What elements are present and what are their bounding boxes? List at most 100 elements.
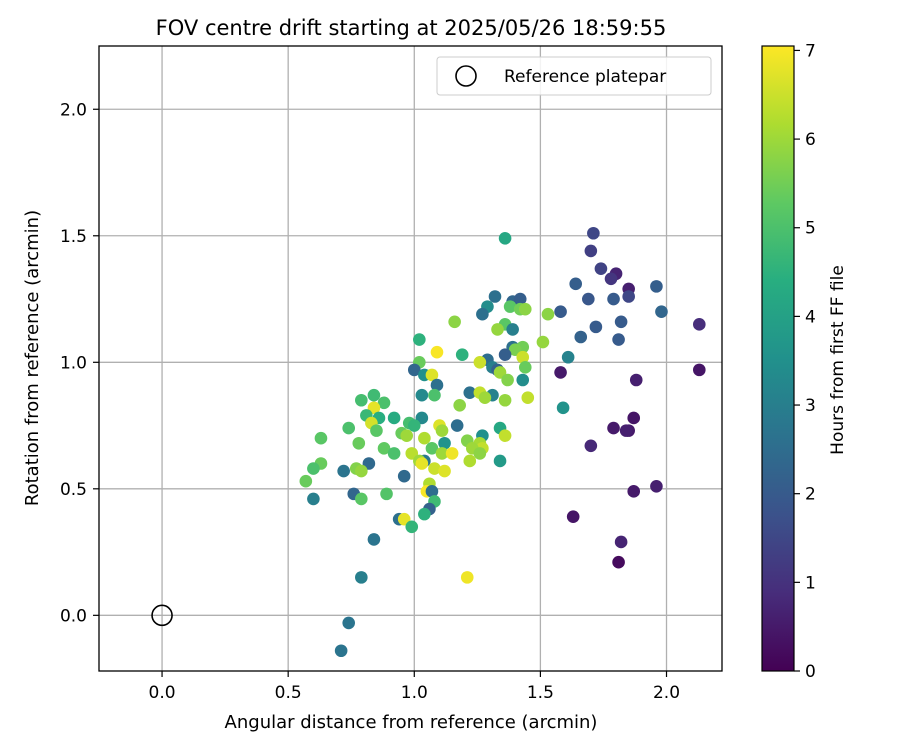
data-point	[377, 396, 391, 410]
colorbar-label: Hours from first FF file	[828, 265, 848, 455]
data-point	[450, 419, 464, 432]
data-point	[561, 350, 575, 364]
data-point	[506, 323, 519, 336]
data-point	[430, 378, 444, 392]
colorbar-tick-label: 1	[805, 573, 816, 593]
y-tick-label: 0.0	[60, 606, 87, 626]
data-point	[438, 436, 451, 450]
data-point	[488, 290, 502, 303]
x-tick-label: 1.0	[401, 683, 428, 703]
x-tick-label: 2.0	[653, 683, 680, 703]
data-point	[627, 485, 641, 498]
reference-marker-layer	[151, 604, 173, 627]
data-point	[299, 474, 313, 488]
y-tick-label: 1.5	[60, 227, 87, 247]
data-point	[418, 431, 431, 445]
data-point	[355, 393, 368, 407]
colorbar-tick-label: 6	[805, 130, 816, 150]
legend-reference-marker-icon	[455, 65, 477, 87]
data-point	[425, 485, 439, 498]
data-point	[498, 393, 512, 407]
data-point	[314, 431, 328, 445]
data-point	[614, 535, 628, 549]
data-point	[627, 411, 641, 425]
data-point	[435, 447, 449, 460]
colorbar-gradient	[761, 45, 795, 672]
data-point	[352, 436, 366, 450]
data-point	[413, 333, 426, 346]
data-point	[355, 571, 368, 584]
data-point	[367, 388, 381, 402]
reference-platepar-marker	[151, 604, 173, 627]
data-point	[498, 348, 512, 362]
data-point	[650, 280, 663, 293]
x-axis-label: Angular distance from reference (arcmin)	[225, 712, 598, 733]
data-point	[445, 447, 459, 460]
data-point	[569, 277, 583, 291]
data-point	[307, 462, 320, 475]
data-point	[607, 292, 620, 306]
colorbar: 0 1 2 3 4 5 6 7 Hours from first FF file	[761, 41, 848, 682]
data-point	[453, 399, 466, 412]
data-point	[503, 300, 517, 313]
legend-label: Reference platepar	[504, 67, 666, 87]
data-point	[430, 345, 444, 359]
data-point	[554, 366, 567, 379]
data-point	[498, 429, 512, 442]
x-tick-label: 0.0	[149, 683, 176, 703]
grid	[99, 46, 722, 671]
data-point	[463, 454, 477, 468]
data-point	[622, 290, 635, 303]
data-point	[536, 335, 550, 349]
data-point	[415, 388, 429, 402]
data-point	[587, 226, 600, 240]
colorbar-tick-label: 3	[805, 396, 816, 416]
y-tick-label: 1.0	[60, 353, 87, 373]
data-point	[589, 320, 603, 334]
y-tick-label: 0.5	[60, 480, 87, 500]
data-point	[607, 421, 620, 435]
data-point	[367, 533, 381, 546]
data-point	[425, 368, 439, 382]
data-point	[415, 457, 429, 470]
data-point	[513, 292, 527, 306]
x-tick-label: 1.5	[527, 683, 554, 703]
data-point	[612, 555, 625, 569]
data-point	[614, 315, 628, 329]
plot-frame	[98, 45, 723, 672]
data-point	[377, 442, 391, 455]
data-point	[342, 421, 356, 435]
y-tick-label: 2.0	[60, 100, 87, 120]
data-point	[478, 391, 492, 405]
data-point	[584, 244, 598, 258]
data-point	[554, 305, 567, 318]
colorbar-tick-label: 5	[805, 219, 816, 239]
data-point	[438, 464, 451, 478]
data-point	[473, 355, 487, 369]
chart-title: FOV centre drift starting at 2025/05/26 …	[156, 16, 667, 40]
data-point	[405, 520, 419, 534]
y-axis-label: Rotation from reference (arcmin)	[22, 210, 43, 506]
data-point	[334, 644, 348, 658]
data-point	[582, 292, 595, 306]
data-point	[692, 318, 706, 331]
data-point	[541, 307, 555, 321]
legend: Reference platepar	[436, 56, 712, 96]
x-axis-ticks: 0.0 0.5 1.0 1.5 2.0	[149, 671, 680, 703]
data-point	[400, 429, 414, 442]
data-point	[370, 424, 383, 437]
data-point	[594, 262, 608, 275]
data-point	[342, 616, 356, 630]
x-tick-label: 0.5	[275, 683, 302, 703]
data-point	[612, 333, 625, 346]
data-point	[387, 447, 401, 460]
data-point	[518, 361, 532, 374]
data-point	[655, 305, 668, 318]
colorbar-tick-label: 0	[805, 662, 816, 682]
data-point	[407, 363, 421, 377]
data-point	[425, 442, 439, 455]
data-point	[387, 411, 401, 425]
data-point	[604, 272, 618, 286]
data-point	[493, 454, 507, 468]
data-point	[574, 330, 588, 344]
